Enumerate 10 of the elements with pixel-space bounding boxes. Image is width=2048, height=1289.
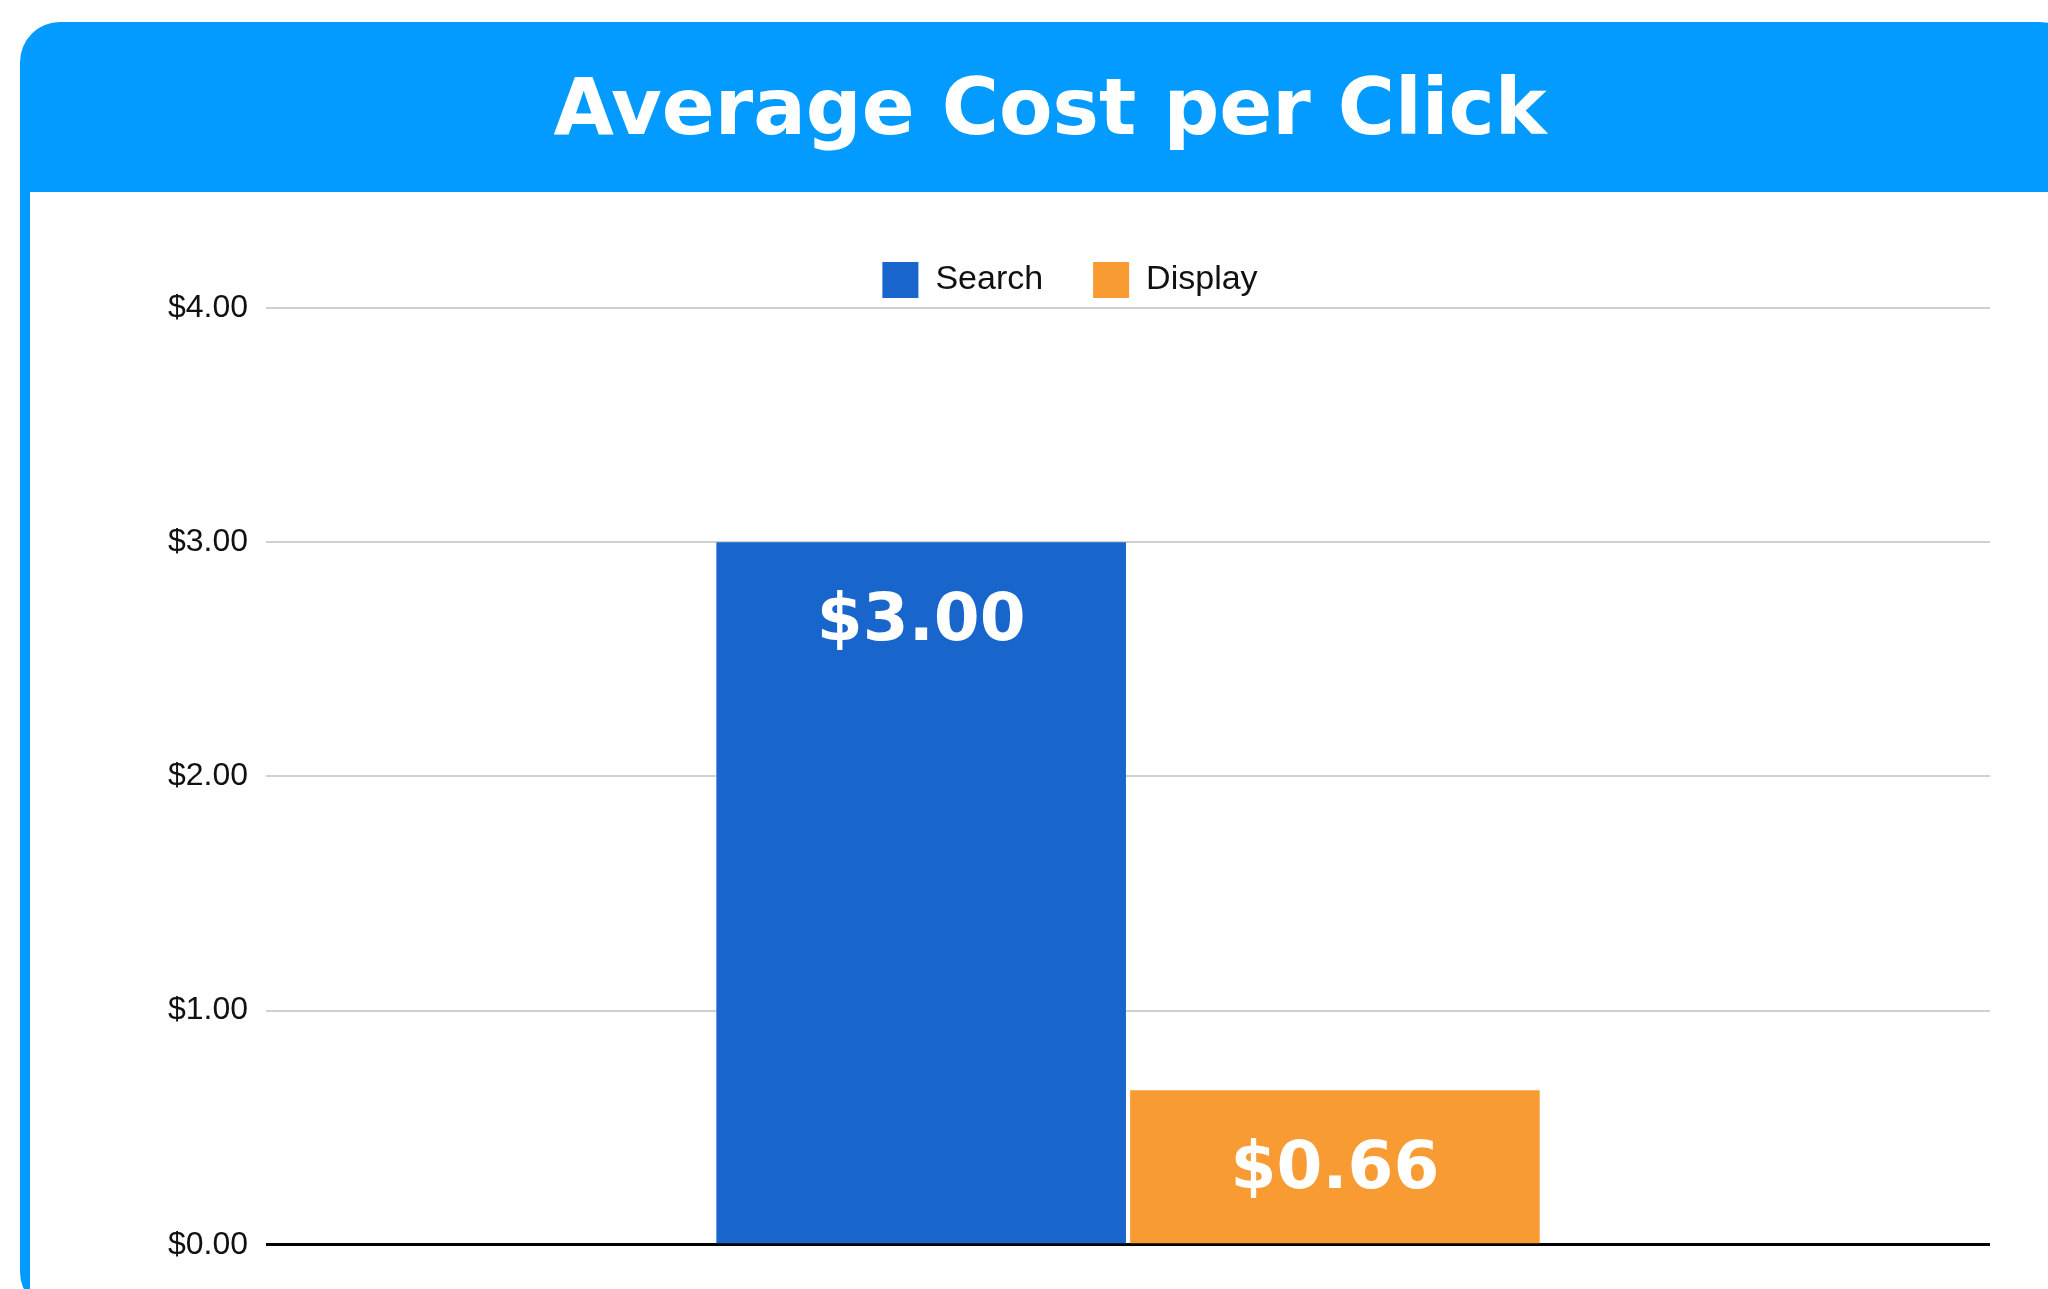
data-label: $0.66 <box>1230 1127 1440 1205</box>
y-tick-label: $1.00 <box>168 990 249 1027</box>
y-tick-label: $0.00 <box>168 1224 249 1261</box>
data-label: $3.00 <box>816 579 1026 657</box>
chart-title: Average Cost per Click <box>553 62 1547 152</box>
y-tick-label: $2.00 <box>168 756 249 793</box>
legend-label: Display <box>1146 258 1258 297</box>
y-tick-label: $3.00 <box>168 522 249 559</box>
y-tick-label: $4.00 <box>168 287 249 324</box>
legend-label: Search <box>935 258 1044 297</box>
